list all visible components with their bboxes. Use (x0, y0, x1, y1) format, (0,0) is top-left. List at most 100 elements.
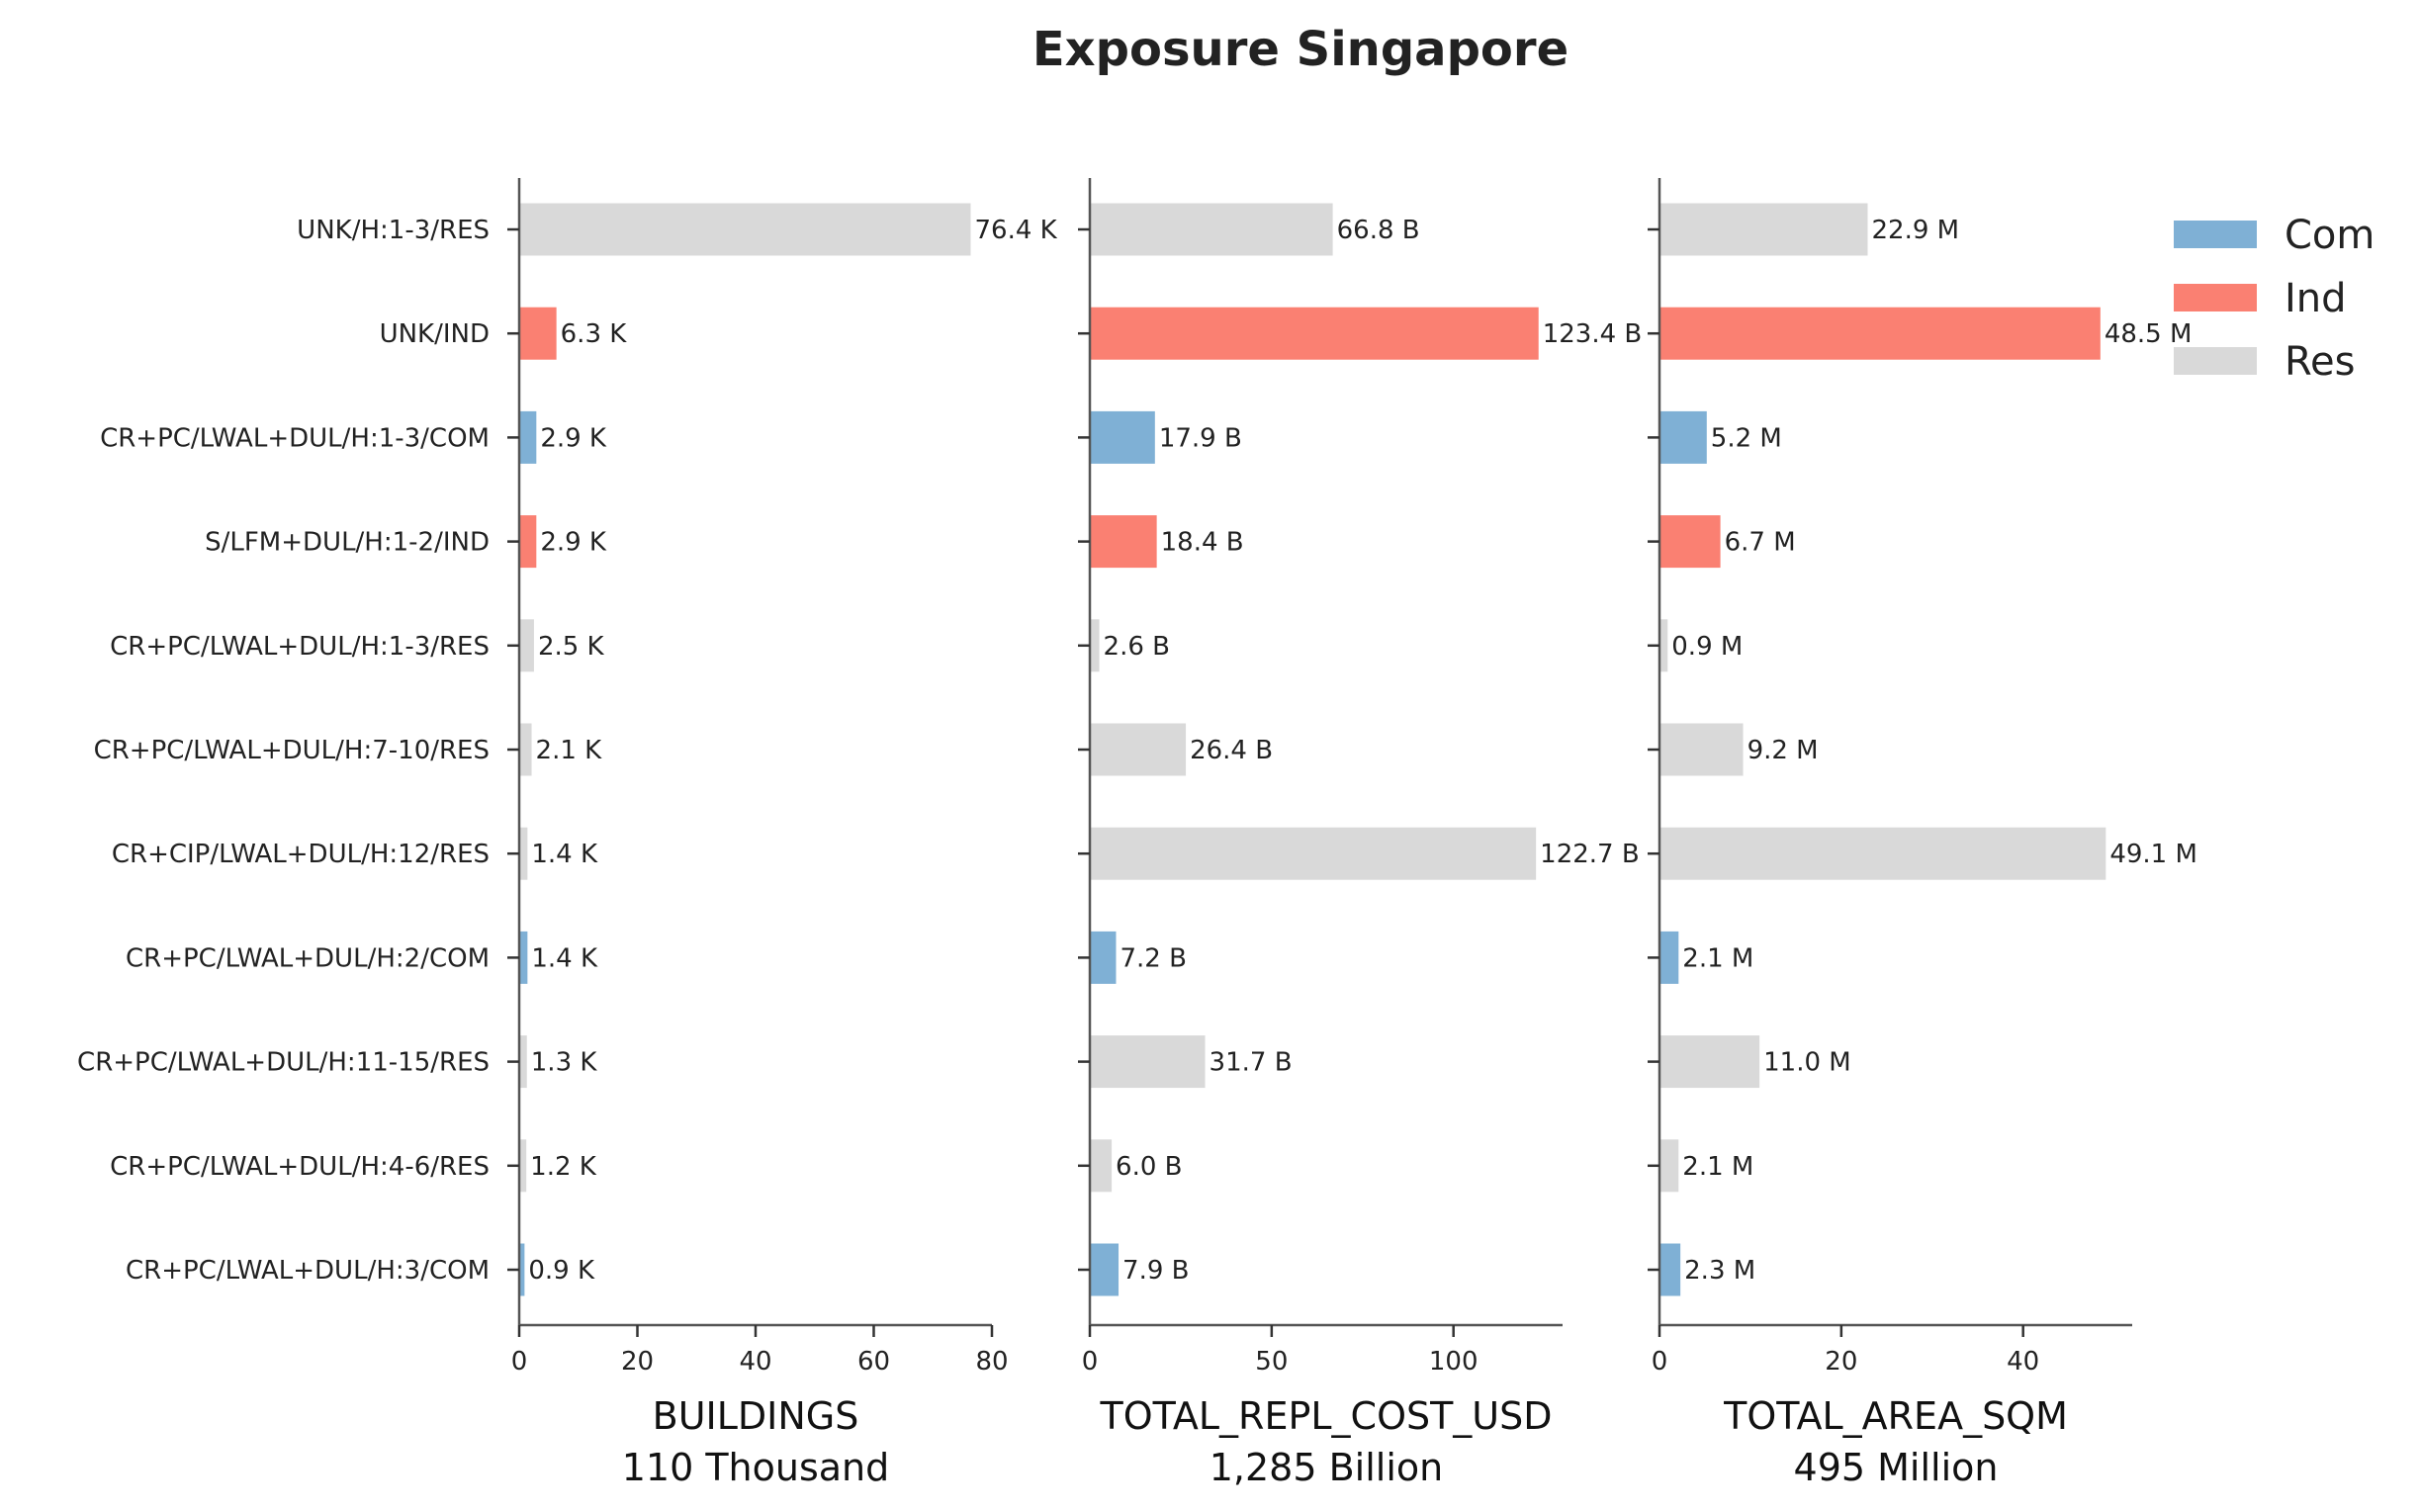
x-tick-label: 40 (2007, 1347, 2039, 1377)
x-tick-label: 40 (739, 1347, 771, 1377)
bar-res (1659, 1035, 1760, 1089)
bar-res (1659, 619, 1668, 672)
value-label: 49.1 M (2109, 840, 2197, 869)
x-tick-label: 80 (975, 1347, 1008, 1377)
x-axis-label: BUILDINGS (653, 1394, 859, 1438)
bar-res (1090, 203, 1333, 256)
bar-res (519, 723, 532, 776)
value-label: 2.6 B (1104, 632, 1170, 662)
chart-panels: 76.4 K 6.3 K 2.9 K 2.9 K 2.5 K 2.1 K 1.4 K 1.4 … (507, 178, 2197, 1489)
bar-com (519, 931, 528, 984)
category-label: CR+PC/LWAL+DUL/H:3/COM (126, 1256, 490, 1286)
value-label: 1.4 K (531, 840, 598, 869)
value-label: 5.2 M (1711, 423, 1782, 453)
legend-swatch-res (2174, 347, 2257, 375)
x-tick-label: 0 (1652, 1347, 1668, 1377)
value-label: 66.8 B (1337, 216, 1420, 245)
value-label: 6.3 K (561, 319, 628, 349)
value-label: 2.1 M (1682, 1152, 1753, 1182)
x-axis-total: 495 Million (1794, 1446, 1999, 1489)
bar-com (519, 410, 537, 464)
bar-res (1659, 723, 1744, 776)
bar-com (1659, 410, 1707, 464)
value-label: 2.3 M (1684, 1256, 1755, 1286)
value-label: 7.9 B (1122, 1256, 1189, 1286)
x-axis-label: TOTAL_AREA_SQM (1723, 1394, 2068, 1438)
value-label: 1.3 K (531, 1048, 598, 1078)
x-tick-label: 60 (857, 1347, 890, 1377)
category-label: CR+PC/LWAL+DUL/H:4-6/RES (110, 1152, 490, 1182)
bar-ind (519, 515, 537, 569)
bar-com (519, 1243, 525, 1296)
bar-res (519, 619, 534, 672)
value-label: 11.0 M (1763, 1048, 1851, 1078)
value-label: 76.4 K (974, 216, 1057, 245)
bar-res (519, 827, 528, 880)
category-label: CR+PC/LWAL+DUL/H:7-10/RES (94, 736, 490, 765)
x-tick-label: 20 (1825, 1347, 1857, 1377)
value-label: 1.2 K (530, 1152, 597, 1182)
legend-swatch-com (2174, 221, 2257, 248)
bar-res (1090, 827, 1537, 880)
bar-res (1659, 827, 2106, 880)
value-label: 6.7 M (1725, 528, 1796, 558)
bar-res (1090, 619, 1100, 672)
bar-com (1659, 931, 1679, 984)
legend-swatch-ind (2174, 284, 2257, 311)
category-label: CR+PC/LWAL+DUL/H:1-3/COM (100, 423, 490, 453)
value-label: 2.1 M (1682, 943, 1753, 973)
bar-ind (1090, 515, 1157, 569)
value-label: 26.4 B (1190, 736, 1273, 765)
bar-res (1090, 1035, 1206, 1089)
category-label: CR+PC/LWAL+DUL/H:2/COM (126, 943, 490, 973)
bar-res (519, 1035, 527, 1089)
value-label: 122.7 B (1540, 840, 1640, 869)
bar-res (1090, 1139, 1113, 1193)
bar-res (1090, 723, 1187, 776)
category-label: S/LFM+DUL/H:1-2/IND (205, 528, 490, 558)
x-axis-label: TOTAL_REPL_COST_USD (1099, 1394, 1552, 1438)
legend-label: Ind (2285, 276, 2347, 321)
bar-res (519, 203, 971, 256)
chart-title: Exposure Singapore (1032, 22, 1568, 77)
category-labels: UNK/H:1-3/RES UNK/IND CR+PC/LWAL+DUL/H:1-3… (77, 216, 490, 1286)
value-label: 2.1 K (536, 736, 603, 765)
x-axis-total: 110 Thousand (622, 1446, 890, 1489)
category-label: CR+PC/LWAL+DUL/H:11-15/RES (77, 1048, 490, 1078)
x-tick-label: 100 (1429, 1347, 1478, 1377)
bar-ind (519, 307, 557, 360)
panel-2: 66.8 B 123.4 B 17.9 B 18.4 B 2.6 B 26.4 B 122.… (1078, 178, 1642, 1489)
value-label: 17.9 B (1159, 423, 1242, 453)
value-label: 0.9 K (528, 1256, 595, 1286)
bar-res (1659, 1139, 1679, 1193)
x-tick-label: 20 (621, 1347, 654, 1377)
value-label: 31.7 B (1210, 1048, 1293, 1078)
legend-label: Res (2285, 339, 2355, 385)
panel-1: 76.4 K 6.3 K 2.9 K 2.9 K 2.5 K 2.1 K 1.4 K 1.4 … (507, 178, 1058, 1489)
value-label: 0.9 M (1671, 632, 1743, 662)
bar-com (1090, 1243, 1120, 1296)
x-tick-label: 0 (511, 1347, 528, 1377)
value-label: 9.2 M (1747, 736, 1819, 765)
x-tick-label: 50 (1255, 1347, 1288, 1377)
value-label: 22.9 M (1872, 216, 1960, 245)
bar-ind (1659, 307, 2101, 360)
value-label: 123.4 B (1543, 319, 1643, 349)
x-axis-total: 1,285 Billion (1210, 1446, 1444, 1489)
category-label: CR+CIP/LWAL+DUL/H:12/RES (112, 840, 490, 869)
value-label: 2.9 K (540, 528, 607, 558)
category-label: UNK/H:1-3/RES (297, 216, 490, 245)
bar-com (1090, 931, 1117, 984)
bar-res (519, 1139, 527, 1193)
value-label: 48.5 M (2105, 319, 2193, 349)
bar-res (1659, 203, 1868, 256)
legend-label: Com (2285, 213, 2374, 258)
bar-com (1659, 1243, 1681, 1296)
bar-com (1090, 410, 1155, 464)
category-label: UNK/IND (380, 319, 490, 349)
panel-3: 22.9 M 48.5 M 5.2 M 6.7 M 0.9 M 9.2 M 49.1 M 2.… (1648, 178, 2197, 1489)
value-label: 18.4 B (1161, 528, 1244, 558)
legend: Com Ind Res (2174, 213, 2374, 385)
value-label: 2.5 K (538, 632, 605, 662)
